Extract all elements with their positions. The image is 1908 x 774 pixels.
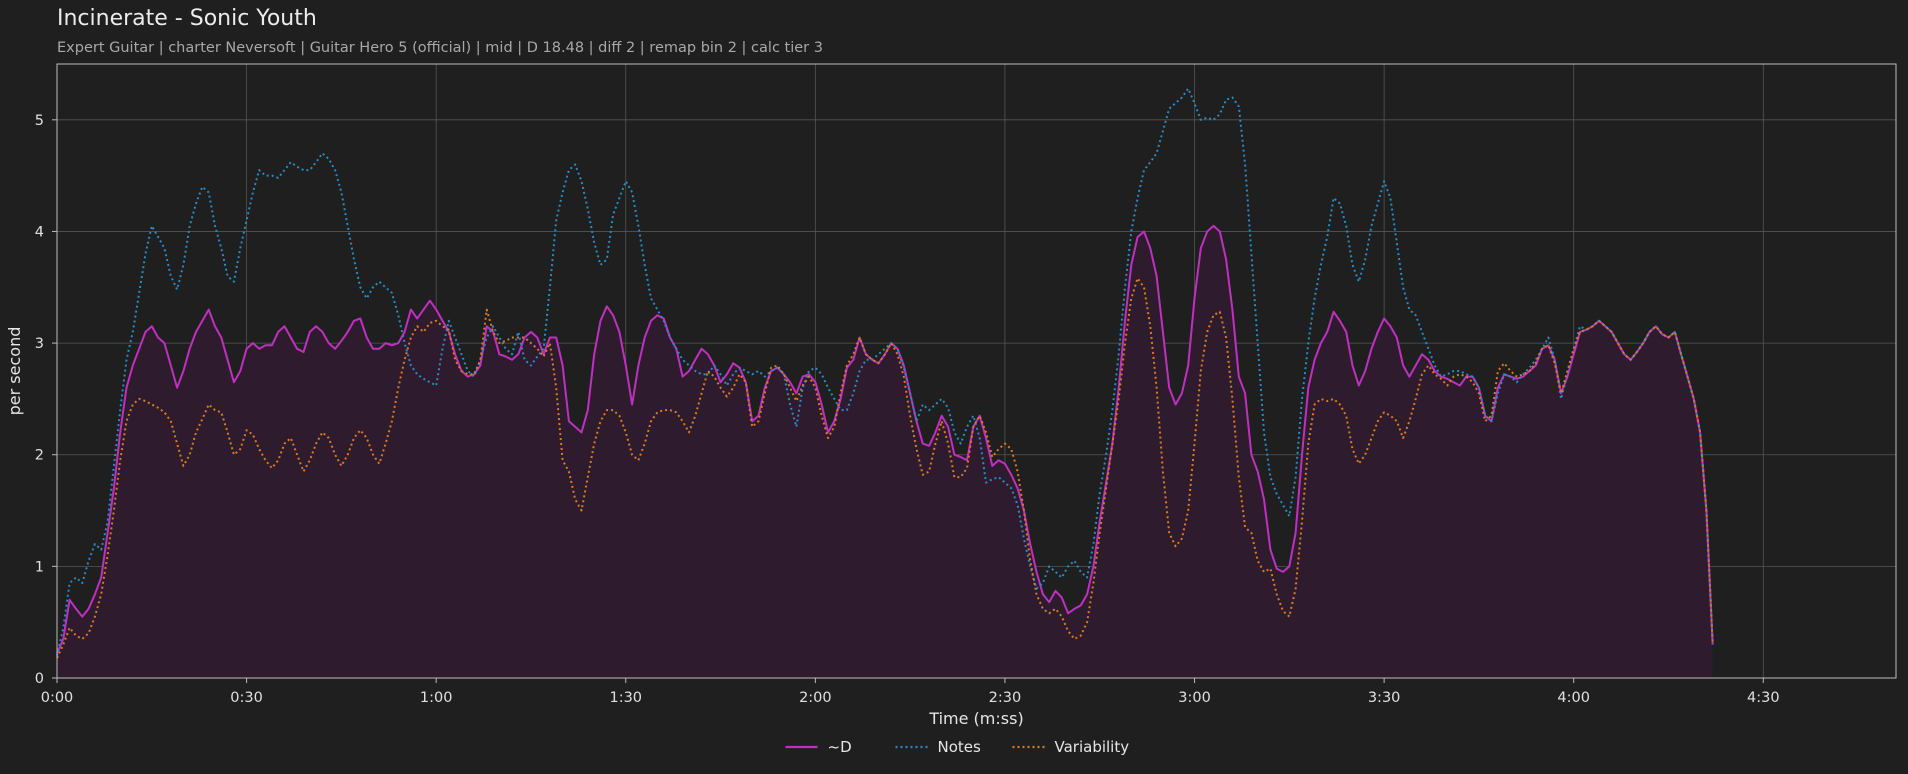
legend-label: ~D <box>828 738 852 756</box>
axes <box>52 63 1897 683</box>
y-tick-label: 1 <box>35 559 44 575</box>
legend-item-2: Variability <box>1012 738 1130 756</box>
series-line-1 <box>56 87 1714 656</box>
x-tick-label: 1:00 <box>420 690 453 706</box>
legend: ~D Notes Variability <box>785 738 1130 756</box>
legend-item-0: ~D <box>785 738 852 756</box>
x-tick-label: 0:30 <box>230 690 263 706</box>
series-line-2 <box>56 277 1714 659</box>
y-tick-label: 0 <box>35 671 44 687</box>
y-axis-label: per second <box>5 327 24 416</box>
series-fill-0 <box>57 225 1713 678</box>
x-tick-label: 4:00 <box>1557 690 1590 706</box>
legend-label: Notes <box>938 738 982 756</box>
x-tick-label: 2:30 <box>989 690 1022 706</box>
series-lines <box>56 87 1714 659</box>
y-tick-label: 2 <box>35 448 44 464</box>
x-tick-label: 3:00 <box>1178 690 1211 706</box>
legend-label: Variability <box>1055 738 1130 756</box>
x-tick-label: 1:30 <box>609 690 642 706</box>
y-tick-label: 3 <box>35 336 44 352</box>
chart-title: Incinerate - Sonic Youth <box>57 6 317 31</box>
y-tick-label: 5 <box>35 113 44 129</box>
plot-frame <box>56 63 1897 679</box>
legend-item-1: Notes <box>895 738 982 756</box>
series-line-0 <box>56 224 1714 654</box>
x-tick-label: 2:00 <box>799 690 832 706</box>
series-fills <box>57 225 1713 678</box>
x-axis-label: Time (m:ss) <box>928 709 1023 728</box>
chart-subtitle: Expert Guitar | charter Neversoft | Guit… <box>57 40 823 56</box>
x-tick-label: 4:30 <box>1747 690 1780 706</box>
y-tick-label: 4 <box>35 224 44 240</box>
x-tick-label: 0:00 <box>41 690 74 706</box>
tick-labels: 0:00 0:30 1:00 1:30 2:00 2:30 3:00 3:30 4:00 4:30… <box>35 113 1780 706</box>
x-tick-label: 3:30 <box>1368 690 1401 706</box>
